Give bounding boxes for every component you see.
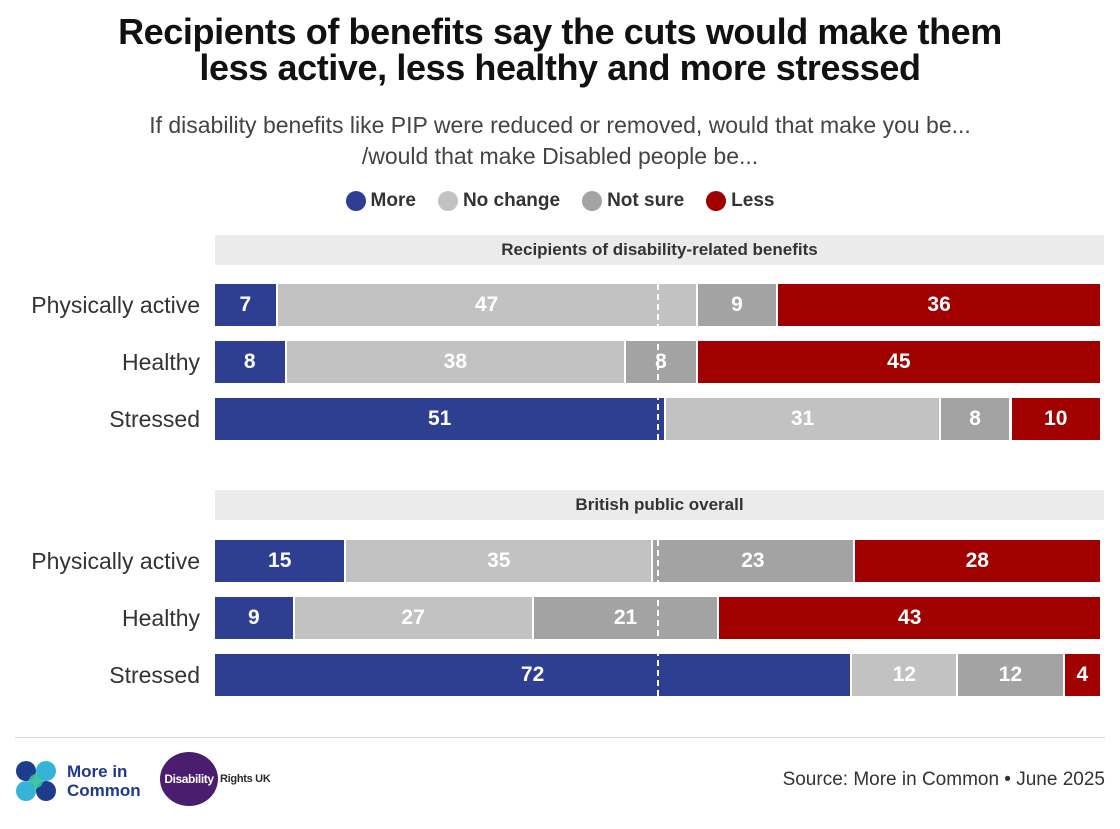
bar-segment-no-change: 38 bbox=[286, 341, 627, 383]
bar-segment-not-sure: 8 bbox=[940, 398, 1012, 440]
bar-segment-not-sure: 23 bbox=[653, 540, 855, 582]
bar-segment-not-sure: 8 bbox=[626, 341, 698, 383]
bar-segment-more: 8 bbox=[215, 341, 287, 383]
bar-segment-value-no-change: 38 bbox=[443, 350, 468, 373]
bar-segment-value-less: 4 bbox=[1076, 663, 1089, 686]
bar-public-stressed: 72 12 12 4 bbox=[215, 654, 1100, 696]
row-label-public-physically-active: Physically active bbox=[31, 548, 200, 574]
bar-segment-less: 10 bbox=[1011, 398, 1100, 440]
bar-segment-value-more: 15 bbox=[268, 549, 292, 572]
chart-title-line-2: less active, less healthy and more stres… bbox=[199, 47, 921, 88]
row-label-recipients-physically-active: Physically active bbox=[31, 292, 200, 318]
legend-swatch-no-change bbox=[437, 191, 458, 211]
bar-segment-more: 51 bbox=[215, 398, 667, 440]
bar-segment-value-less: 45 bbox=[887, 350, 911, 373]
bar-segment-value-more: 7 bbox=[239, 293, 252, 316]
bar-segment-no-change: 27 bbox=[294, 597, 534, 639]
bar-segment-value-less: 43 bbox=[898, 606, 922, 629]
bar-segment-no-change: 31 bbox=[666, 398, 941, 440]
chart-subtitle-line-1: If disability benefits like PIP were red… bbox=[149, 112, 971, 138]
legend-label-more: More bbox=[370, 190, 416, 211]
bar-segment-more: 9 bbox=[215, 597, 295, 639]
legend-item-no-change: No change bbox=[437, 190, 561, 212]
bar-segment-value-not-sure: 23 bbox=[741, 549, 765, 572]
bar-public-healthy: 9 27 21 43 bbox=[215, 597, 1100, 639]
more-in-common-logo-icon bbox=[16, 761, 56, 801]
bar-segment-not-sure: 9 bbox=[697, 284, 779, 326]
legend-item-more: More bbox=[345, 190, 416, 212]
bar-recipients-physically-active: 7 47 9 36 bbox=[215, 284, 1100, 326]
rights-uk-logo-text: Rights UK bbox=[220, 773, 271, 785]
bar-segment-value-no-change: 47 bbox=[474, 293, 499, 316]
bar-segment-value-no-change: 31 bbox=[790, 407, 815, 430]
chart-title: Recipients of benefits say the cuts woul… bbox=[0, 14, 1120, 86]
more-in-common-logo-text: More in Common bbox=[67, 762, 141, 800]
bar-segment-value-no-change: 12 bbox=[892, 663, 916, 686]
bar-segment-value-not-sure: 21 bbox=[613, 606, 638, 629]
disability-logo-text: Disability bbox=[164, 772, 214, 786]
bar-segment-less: 36 bbox=[778, 284, 1100, 326]
bar-segment-less: 4 bbox=[1064, 654, 1100, 696]
bar-segment-value-not-sure: 12 bbox=[998, 663, 1023, 686]
row-label-public-healthy: Healthy bbox=[122, 605, 200, 631]
disability-rights-uk-logo: Disability Rights UK bbox=[160, 752, 271, 806]
disability-rights-uk-logo-circle: Disability bbox=[160, 752, 218, 806]
bar-segment-more: 15 bbox=[215, 540, 347, 582]
panel-header-british-public: British public overall bbox=[215, 490, 1104, 520]
chart-title-line-1: Recipients of benefits say the cuts woul… bbox=[118, 11, 1002, 52]
legend-item-less: Less bbox=[706, 190, 774, 212]
bar-segment-value-more: 51 bbox=[427, 407, 452, 430]
bar-public-physically-active: 15 35 23 28 bbox=[215, 540, 1100, 582]
more-in-common-logo-line-2: Common bbox=[67, 781, 141, 800]
legend-swatch-not-sure bbox=[582, 191, 603, 211]
row-label-recipients-stressed: Stressed bbox=[109, 406, 200, 432]
bar-segment-less: 43 bbox=[719, 597, 1100, 639]
bar-segment-value-not-sure: 8 bbox=[655, 350, 667, 373]
bar-segment-value-more: 72 bbox=[520, 663, 545, 686]
bar-segment-value-less: 36 bbox=[927, 293, 951, 316]
bar-segment-value-more: 8 bbox=[243, 350, 256, 373]
bar-segment-not-sure: 21 bbox=[533, 597, 720, 639]
bar-segment-less: 28 bbox=[854, 540, 1100, 582]
legend-label-not-sure: Not sure bbox=[607, 190, 685, 211]
footer-divider bbox=[15, 737, 1105, 738]
bar-segment-no-change: 47 bbox=[277, 284, 698, 326]
row-label-public-stressed: Stressed bbox=[109, 662, 200, 688]
panel-header-recipients: Recipients of disability-related benefit… bbox=[215, 235, 1104, 265]
source-note: Source: More in Common • June 2025 bbox=[782, 769, 1105, 790]
legend-swatch-more bbox=[345, 191, 366, 211]
bar-segment-value-not-sure: 9 bbox=[731, 293, 743, 316]
more-in-common-logo-line-1: More in bbox=[67, 762, 128, 781]
bar-recipients-healthy: 8 38 8 45 bbox=[215, 341, 1100, 383]
bar-segment-value-more: 9 bbox=[247, 606, 260, 629]
bar-segment-more: 7 bbox=[215, 284, 278, 326]
bar-segment-value-not-sure: 8 bbox=[969, 407, 981, 430]
chart-subtitle: If disability benefits like PIP were red… bbox=[0, 110, 1120, 172]
chart-legend: More No change Not sure Less bbox=[0, 190, 1120, 212]
legend-label-less: Less bbox=[731, 190, 775, 211]
bar-segment-no-change: 35 bbox=[346, 540, 654, 582]
bar-segment-no-change: 12 bbox=[852, 654, 959, 696]
bar-segment-value-no-change: 35 bbox=[487, 549, 511, 572]
bar-recipients-stressed: 51 31 8 10 bbox=[215, 398, 1100, 440]
chart-subtitle-line-2: /would that make Disabled people be... bbox=[361, 143, 759, 169]
bar-segment-value-no-change: 27 bbox=[401, 606, 425, 629]
more-in-common-logo: More in Common bbox=[15, 760, 141, 802]
legend-label-no-change: No change bbox=[462, 190, 561, 211]
bar-segment-more: 72 bbox=[215, 654, 853, 696]
legend-item-not-sure: Not sure bbox=[582, 190, 684, 212]
bar-segment-less: 45 bbox=[697, 341, 1100, 383]
row-label-recipients-healthy: Healthy bbox=[122, 349, 200, 375]
bar-segment-not-sure: 12 bbox=[958, 654, 1065, 696]
bar-segment-value-less: 28 bbox=[965, 549, 989, 572]
bar-segment-value-less: 10 bbox=[1044, 407, 1068, 430]
legend-swatch-less bbox=[706, 191, 727, 211]
